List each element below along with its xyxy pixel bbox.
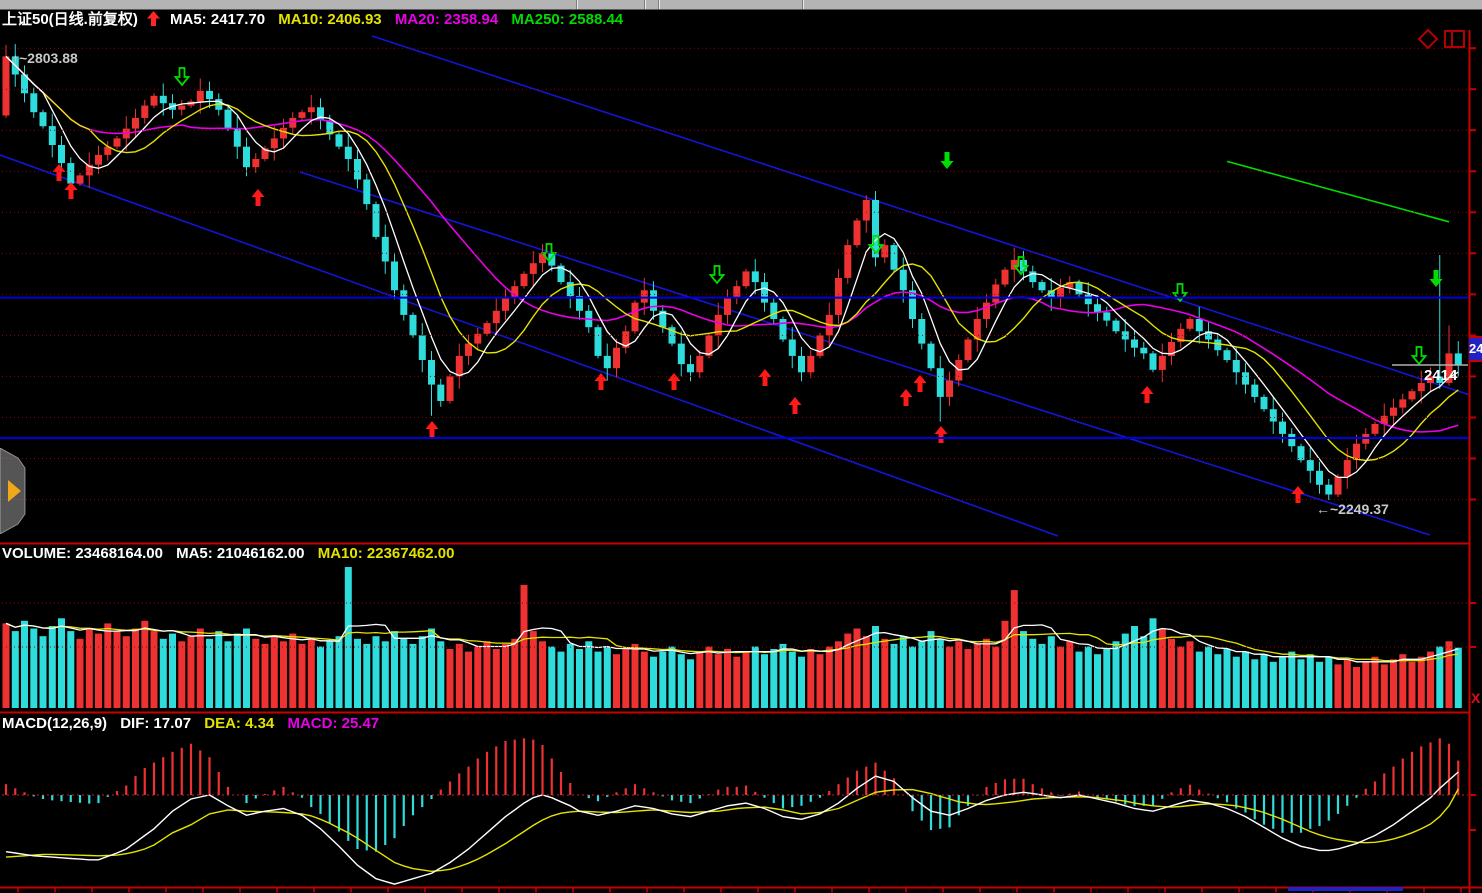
volume-value: VOLUME: 23468164.00 <box>2 545 163 562</box>
sidebar-expander[interactable] <box>0 448 30 534</box>
ma250-value: MA250: 2588.44 <box>511 11 624 28</box>
macd-pane-header: MACD(12,26,9) DIF: 17.07 DEA: 4.34 MACD:… <box>2 715 388 732</box>
volume-ma10-value: MA10: 22367462.00 <box>317 545 455 562</box>
diamond-icon[interactable] <box>1418 28 1439 50</box>
symbol-title: 上证50(日线.前复权) <box>2 11 138 28</box>
macd-value: MACD: 25.47 <box>287 715 380 732</box>
last-price-label: 2414 <box>1424 367 1458 384</box>
volume-ma5-value: MA5: 21046162.00 <box>176 545 305 562</box>
dea-value: DEA: 4.34 <box>204 715 275 732</box>
ma20-value: MA20: 2358.94 <box>394 11 499 28</box>
price-axis-badge: 24 <box>1469 336 1482 362</box>
pane-icons <box>1418 28 1465 50</box>
dif-value: DIF: 17.07 <box>120 715 192 732</box>
expand-triangle-icon <box>8 480 21 502</box>
split-window-icon[interactable] <box>1444 30 1465 48</box>
high-marker-icon: ↑ <box>12 50 19 66</box>
macd-name: MACD(12,26,9) <box>2 715 108 732</box>
toolbar-strip <box>0 0 1482 10</box>
low-price-label: ←~2249.37 <box>1316 501 1389 517</box>
pane-close-icon[interactable]: X <box>1471 690 1481 706</box>
up-arrow-icon <box>146 11 160 26</box>
ma5-value: MA5: 2417.70 <box>170 11 266 28</box>
volume-pane-header: VOLUME: 23468164.00 MA5: 21046162.00 MA1… <box>2 545 463 562</box>
price-pane-header: 上证50(日线.前复权) MA5: 2417.70 MA10: 2406.93 … <box>2 11 632 28</box>
ma10-value: MA10: 2406.93 <box>278 11 382 28</box>
low-marker-icon: ← <box>1316 501 1330 517</box>
high-price-label: ↑~2803.88 <box>12 50 78 66</box>
